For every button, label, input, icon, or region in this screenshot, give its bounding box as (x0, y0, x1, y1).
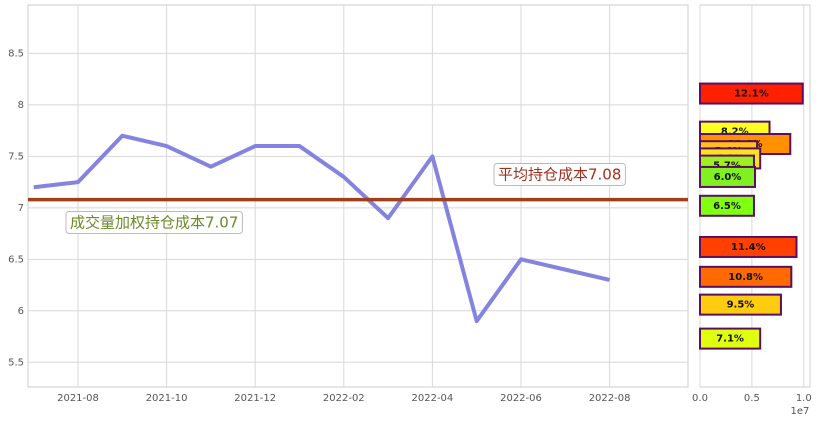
bar-label: 6.0% (714, 172, 742, 183)
y-tick-label: 8 (18, 100, 24, 111)
y-tick-label: 8.5 (8, 48, 24, 59)
x-tick-label: 0.0 (692, 393, 708, 404)
bar-label: 10.8% (728, 272, 763, 283)
annotation-box (65, 211, 243, 234)
y-tick-label: 7.5 (8, 151, 24, 162)
bar-label: 9.5% (727, 300, 755, 311)
x-tick-label: 2022-08 (589, 393, 631, 404)
annotation: 成交量加权持仓成本7.07 (65, 211, 243, 234)
x-tick-label: 0.5 (744, 393, 760, 404)
bar (699, 194, 755, 217)
annotation-text: 平均持仓成本7.08 (498, 166, 621, 184)
annotation-text: 成交量加权持仓成本7.07 (70, 214, 238, 232)
bar-label: 7.1% (716, 334, 744, 345)
x-tick-label: 2021-10 (146, 393, 188, 404)
x-tick-label: 1.0 (796, 393, 812, 404)
bar-label: 8.2% (721, 127, 749, 138)
y-tick-label: 7 (18, 203, 24, 214)
bar-label: 11.4% (731, 242, 766, 253)
y-tick-label: 5.5 (8, 357, 24, 368)
bar (699, 265, 793, 288)
bar-label: 6.5% (713, 201, 741, 212)
x-tick-label: 2022-02 (323, 393, 365, 404)
x-tick-label: 2021-12 (234, 393, 276, 404)
x-multiplier: 1e7 (791, 406, 810, 417)
y-tick-label: 6 (18, 306, 24, 317)
main-frame (27, 4, 689, 388)
x-tick-label: 2022-04 (412, 393, 454, 404)
annotation: 平均持仓成本7.08 (493, 163, 626, 186)
bar (699, 235, 798, 258)
y-tick-label: 6.5 (8, 254, 24, 265)
bar (699, 327, 762, 350)
bar (699, 293, 782, 316)
annotation-box (493, 163, 626, 186)
x-tick-label: 2021-08 (57, 393, 99, 404)
bar (699, 82, 804, 105)
bar (699, 165, 756, 188)
bar-label: 12.1% (734, 89, 769, 100)
x-tick-label: 2022-06 (500, 393, 542, 404)
price-line (33, 133, 611, 324)
